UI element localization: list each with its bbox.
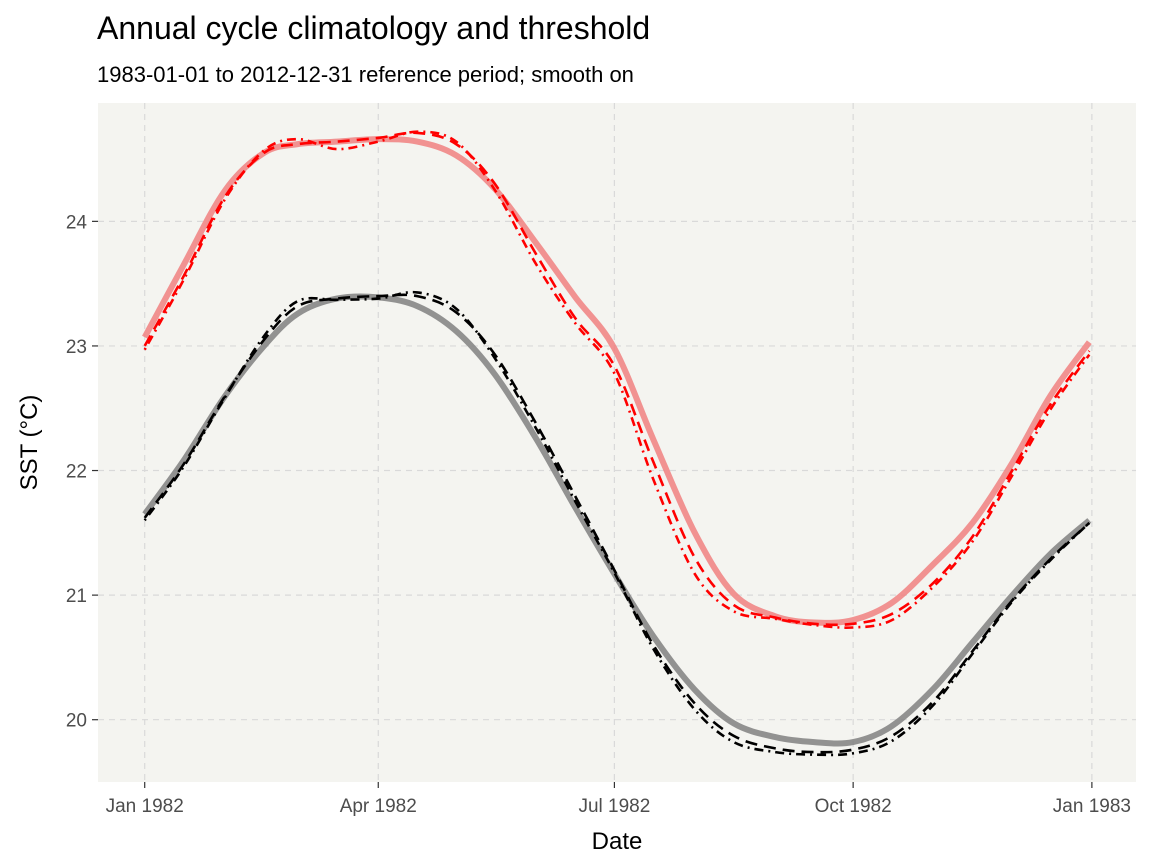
y-tick-label: 20 — [66, 711, 87, 732]
y-tick-label: 22 — [66, 462, 87, 483]
x-tick-label: Apr 1982 — [340, 796, 417, 817]
y-tick-label: 23 — [66, 337, 87, 358]
chart-title: Annual cycle climatology and threshold — [97, 10, 651, 46]
series-lines — [142, 130, 1092, 757]
x-axis: Jan 1982 Apr 1982 Jul 1982 Oct 1982 Jan 1983 — [106, 782, 1131, 817]
y-axis-title: SST (°C) — [16, 395, 43, 491]
y-tick-label: 24 — [66, 212, 88, 233]
plot-panel — [98, 103, 1136, 782]
chart-subtitle: 1983-01-01 to 2012-12-31 reference perio… — [97, 62, 634, 87]
grid-lines — [98, 103, 1136, 782]
x-tick-label: Oct 1982 — [815, 796, 892, 817]
y-axis: 20 21 22 23 24 — [66, 212, 98, 732]
threshold-line-dotdash — [143, 130, 1091, 629]
x-tick-label: Jul 1982 — [578, 796, 650, 817]
climatology-line-dotdash — [143, 290, 1091, 757]
x-tick-label: Jan 1982 — [106, 796, 184, 817]
climatology-line-dashed — [143, 293, 1091, 754]
threshold-line-dashed — [143, 131, 1091, 627]
climatology-line-solid-thick — [142, 293, 1092, 747]
threshold-line-solid-thick — [142, 136, 1092, 626]
y-tick-label: 21 — [66, 586, 87, 607]
x-tick-label: Jan 1983 — [1053, 796, 1131, 817]
x-axis-title: Date — [592, 828, 643, 855]
